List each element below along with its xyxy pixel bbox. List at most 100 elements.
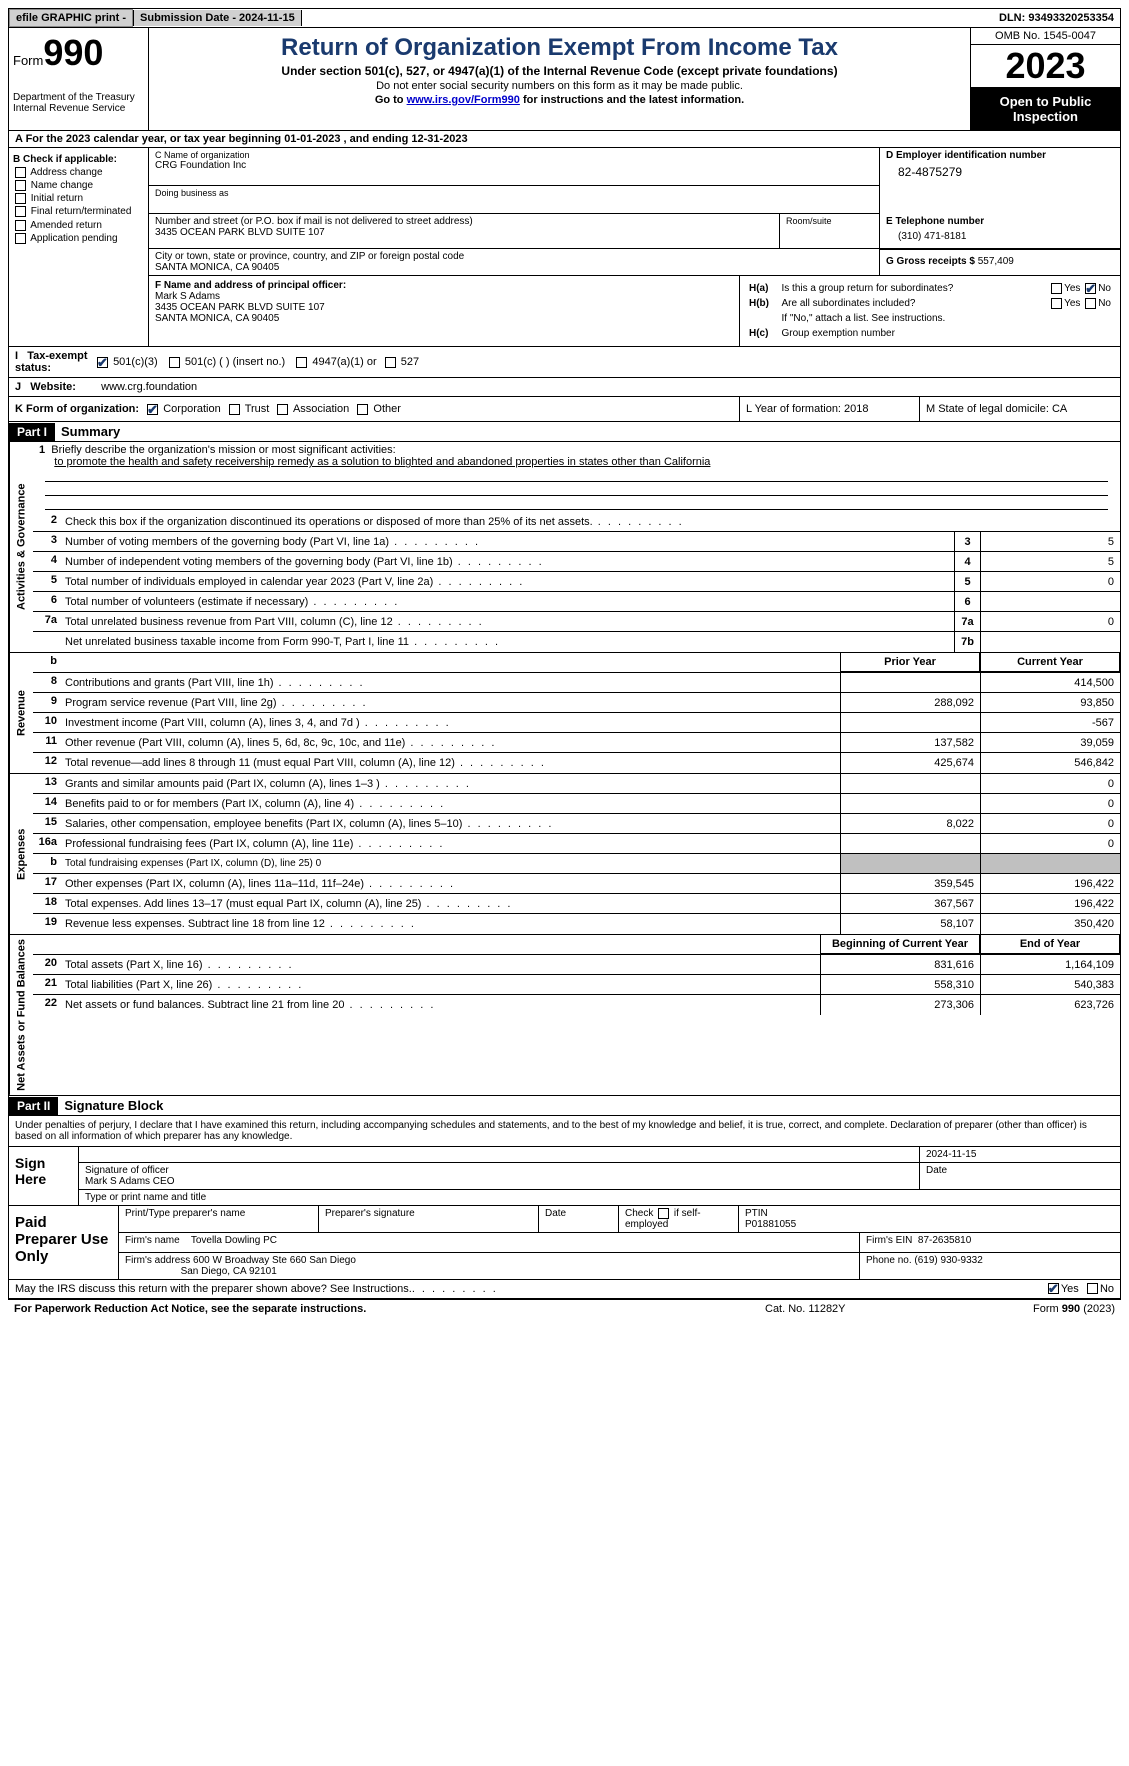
firm-addr2: San Diego, CA 92101 — [181, 1266, 277, 1277]
officer-name: Mark S Adams CEO — [85, 1176, 174, 1187]
cb-amended[interactable] — [15, 220, 26, 231]
open-inspection: Open to Public Inspection — [971, 88, 1120, 130]
sign-here-table: Sign Here 2024-11-15 Signature of office… — [8, 1147, 1121, 1206]
firm-phone: (619) 930-9332 — [914, 1255, 982, 1266]
cb-501c[interactable] — [169, 357, 180, 368]
box-i: I Tax-exempt status: 501(c)(3) 501(c) ( … — [8, 347, 1121, 378]
cb-initial-return[interactable] — [15, 193, 26, 204]
current-year-hdr: Current Year — [980, 653, 1120, 672]
cb-hb-yes[interactable] — [1051, 298, 1062, 309]
summary-line: 5Total number of individuals employed in… — [33, 572, 1120, 592]
summary-line: 11Other revenue (Part VIII, column (A), … — [33, 733, 1120, 753]
phone-value: (310) 471-8181 — [886, 227, 1114, 246]
summary-line: 20Total assets (Part X, line 16)831,6161… — [33, 955, 1120, 975]
cb-corp[interactable] — [147, 404, 158, 415]
ein-label: D Employer identification number — [886, 150, 1114, 161]
side-governance: Activities & Governance — [9, 442, 33, 652]
summary-line: 17Other expenses (Part IX, column (A), l… — [33, 874, 1120, 894]
summary-line: 9Program service revenue (Part VIII, lin… — [33, 693, 1120, 713]
summary-line: 16aProfessional fundraising fees (Part I… — [33, 834, 1120, 854]
firm-name: Tovella Dowling PC — [191, 1235, 277, 1246]
omb-number: OMB No. 1545-0047 — [971, 28, 1120, 45]
sig-declaration: Under penalties of perjury, I declare th… — [8, 1116, 1121, 1147]
sig-date: 2024-11-15 — [920, 1147, 1120, 1162]
form-header: Form990 Department of the Treasury Inter… — [8, 28, 1121, 131]
top-bar: efile GRAPHIC print - Submission Date - … — [8, 8, 1121, 28]
firm-addr1: 600 W Broadway Ste 660 San Diego — [193, 1255, 356, 1266]
box-f: F Name and address of principal officer:… — [149, 276, 740, 346]
boy-hdr: Beginning of Current Year — [820, 935, 980, 954]
room-suite: Room/suite — [780, 214, 880, 248]
irs-link[interactable]: www.irs.gov/Form990 — [407, 94, 520, 106]
summary-line: 7aTotal unrelated business revenue from … — [33, 612, 1120, 632]
cb-discuss-yes[interactable] — [1048, 1283, 1059, 1294]
summary-line: 14Benefits paid to or for members (Part … — [33, 794, 1120, 814]
cb-ha-yes[interactable] — [1051, 283, 1062, 294]
box-klm: K Form of organization: Corporation Trus… — [8, 397, 1121, 422]
ptin: P01881055 — [745, 1219, 796, 1230]
cb-discuss-no[interactable] — [1087, 1283, 1098, 1294]
side-expenses: Expenses — [9, 774, 33, 934]
part2-bar: Part II Signature Block — [8, 1096, 1121, 1116]
summary-line: 18Total expenses. Add lines 13–17 (must … — [33, 894, 1120, 914]
summary-line: 8Contributions and grants (Part VIII, li… — [33, 673, 1120, 693]
summary-line: 3Number of voting members of the governi… — [33, 532, 1120, 552]
cb-other[interactable] — [357, 404, 368, 415]
form-title: Return of Organization Exempt From Incom… — [157, 34, 962, 62]
cb-address-change[interactable] — [15, 167, 26, 178]
summary-line: 21Total liabilities (Part X, line 26)558… — [33, 975, 1120, 995]
summary-governance: Activities & Governance 1 Briefly descri… — [8, 442, 1121, 653]
city-label: City or town, state or province, country… — [155, 251, 873, 262]
summary-line: Net unrelated business taxable income fr… — [33, 632, 1120, 652]
box-l: L Year of formation: 2018 — [740, 397, 920, 421]
subtitle-3: Go to www.irs.gov/Form990 for instructio… — [157, 94, 962, 106]
summary-revenue: Revenue b Prior Year Current Year 8Contr… — [8, 653, 1121, 774]
addr-value: 3435 OCEAN PARK BLVD SUITE 107 — [155, 227, 773, 238]
cb-4947[interactable] — [296, 357, 307, 368]
addr-label: Number and street (or P.O. box if mail i… — [155, 216, 773, 227]
box-h: H(a)Is this a group return for subordina… — [740, 276, 1120, 346]
firm-ein: 87-2635810 — [918, 1235, 971, 1246]
paid-preparer-table: Paid Preparer Use Only Print/Type prepar… — [8, 1206, 1121, 1280]
row-a-tax-year: A For the 2023 calendar year, or tax yea… — [8, 131, 1121, 148]
gross-value: 557,409 — [978, 256, 1014, 267]
summary-line: 10Investment income (Part VIII, column (… — [33, 713, 1120, 733]
mission-text: to promote the health and safety receive… — [54, 456, 710, 468]
cb-self-employed[interactable] — [658, 1208, 669, 1219]
section-identity: B Check if applicable: Address change Na… — [8, 148, 1121, 347]
box-m: M State of legal domicile: CA — [920, 397, 1120, 421]
summary-line: 2Check this box if the organization disc… — [33, 512, 1120, 532]
summary-line: 12Total revenue—add lines 8 through 11 (… — [33, 753, 1120, 773]
efile-button[interactable]: efile GRAPHIC print - — [9, 9, 133, 27]
summary-line: 19Revenue less expenses. Subtract line 1… — [33, 914, 1120, 934]
discuss-row: May the IRS discuss this return with the… — [8, 1280, 1121, 1299]
org-name: CRG Foundation Inc — [155, 160, 873, 171]
subtitle-2: Do not enter social security numbers on … — [157, 80, 962, 92]
city-value: SANTA MONICA, CA 90405 — [155, 262, 873, 273]
mission-label: Briefly describe the organization's miss… — [51, 444, 395, 456]
box-b: B Check if applicable: Address change Na… — [9, 148, 149, 346]
cb-assoc[interactable] — [277, 404, 288, 415]
cb-527[interactable] — [385, 357, 396, 368]
side-netassets: Net Assets or Fund Balances — [9, 935, 33, 1095]
footer: For Paperwork Reduction Act Notice, see … — [8, 1299, 1121, 1318]
org-name-label: C Name of organization — [155, 150, 873, 160]
summary-netassets: Net Assets or Fund Balances Beginning of… — [8, 935, 1121, 1096]
eoy-hdr: End of Year — [980, 935, 1120, 954]
prior-year-hdr: Prior Year — [840, 653, 980, 672]
cb-trust[interactable] — [229, 404, 240, 415]
summary-line: 15Salaries, other compensation, employee… — [33, 814, 1120, 834]
submission-date: Submission Date - 2024-11-15 — [133, 10, 302, 26]
ein-value: 82-4875279 — [886, 161, 1114, 183]
cb-app-pending[interactable] — [15, 233, 26, 244]
cb-501c3[interactable] — [97, 357, 108, 368]
dba-label: Doing business as — [155, 188, 873, 198]
side-revenue: Revenue — [9, 653, 33, 773]
form-number: Form990 — [13, 32, 144, 74]
cb-ha-no[interactable] — [1085, 283, 1096, 294]
cb-hb-no[interactable] — [1085, 298, 1096, 309]
summary-line: 13Grants and similar amounts paid (Part … — [33, 774, 1120, 794]
cb-name-change[interactable] — [15, 180, 26, 191]
cb-final-return[interactable] — [15, 206, 26, 217]
website-value: www.crg.foundation — [101, 381, 197, 393]
